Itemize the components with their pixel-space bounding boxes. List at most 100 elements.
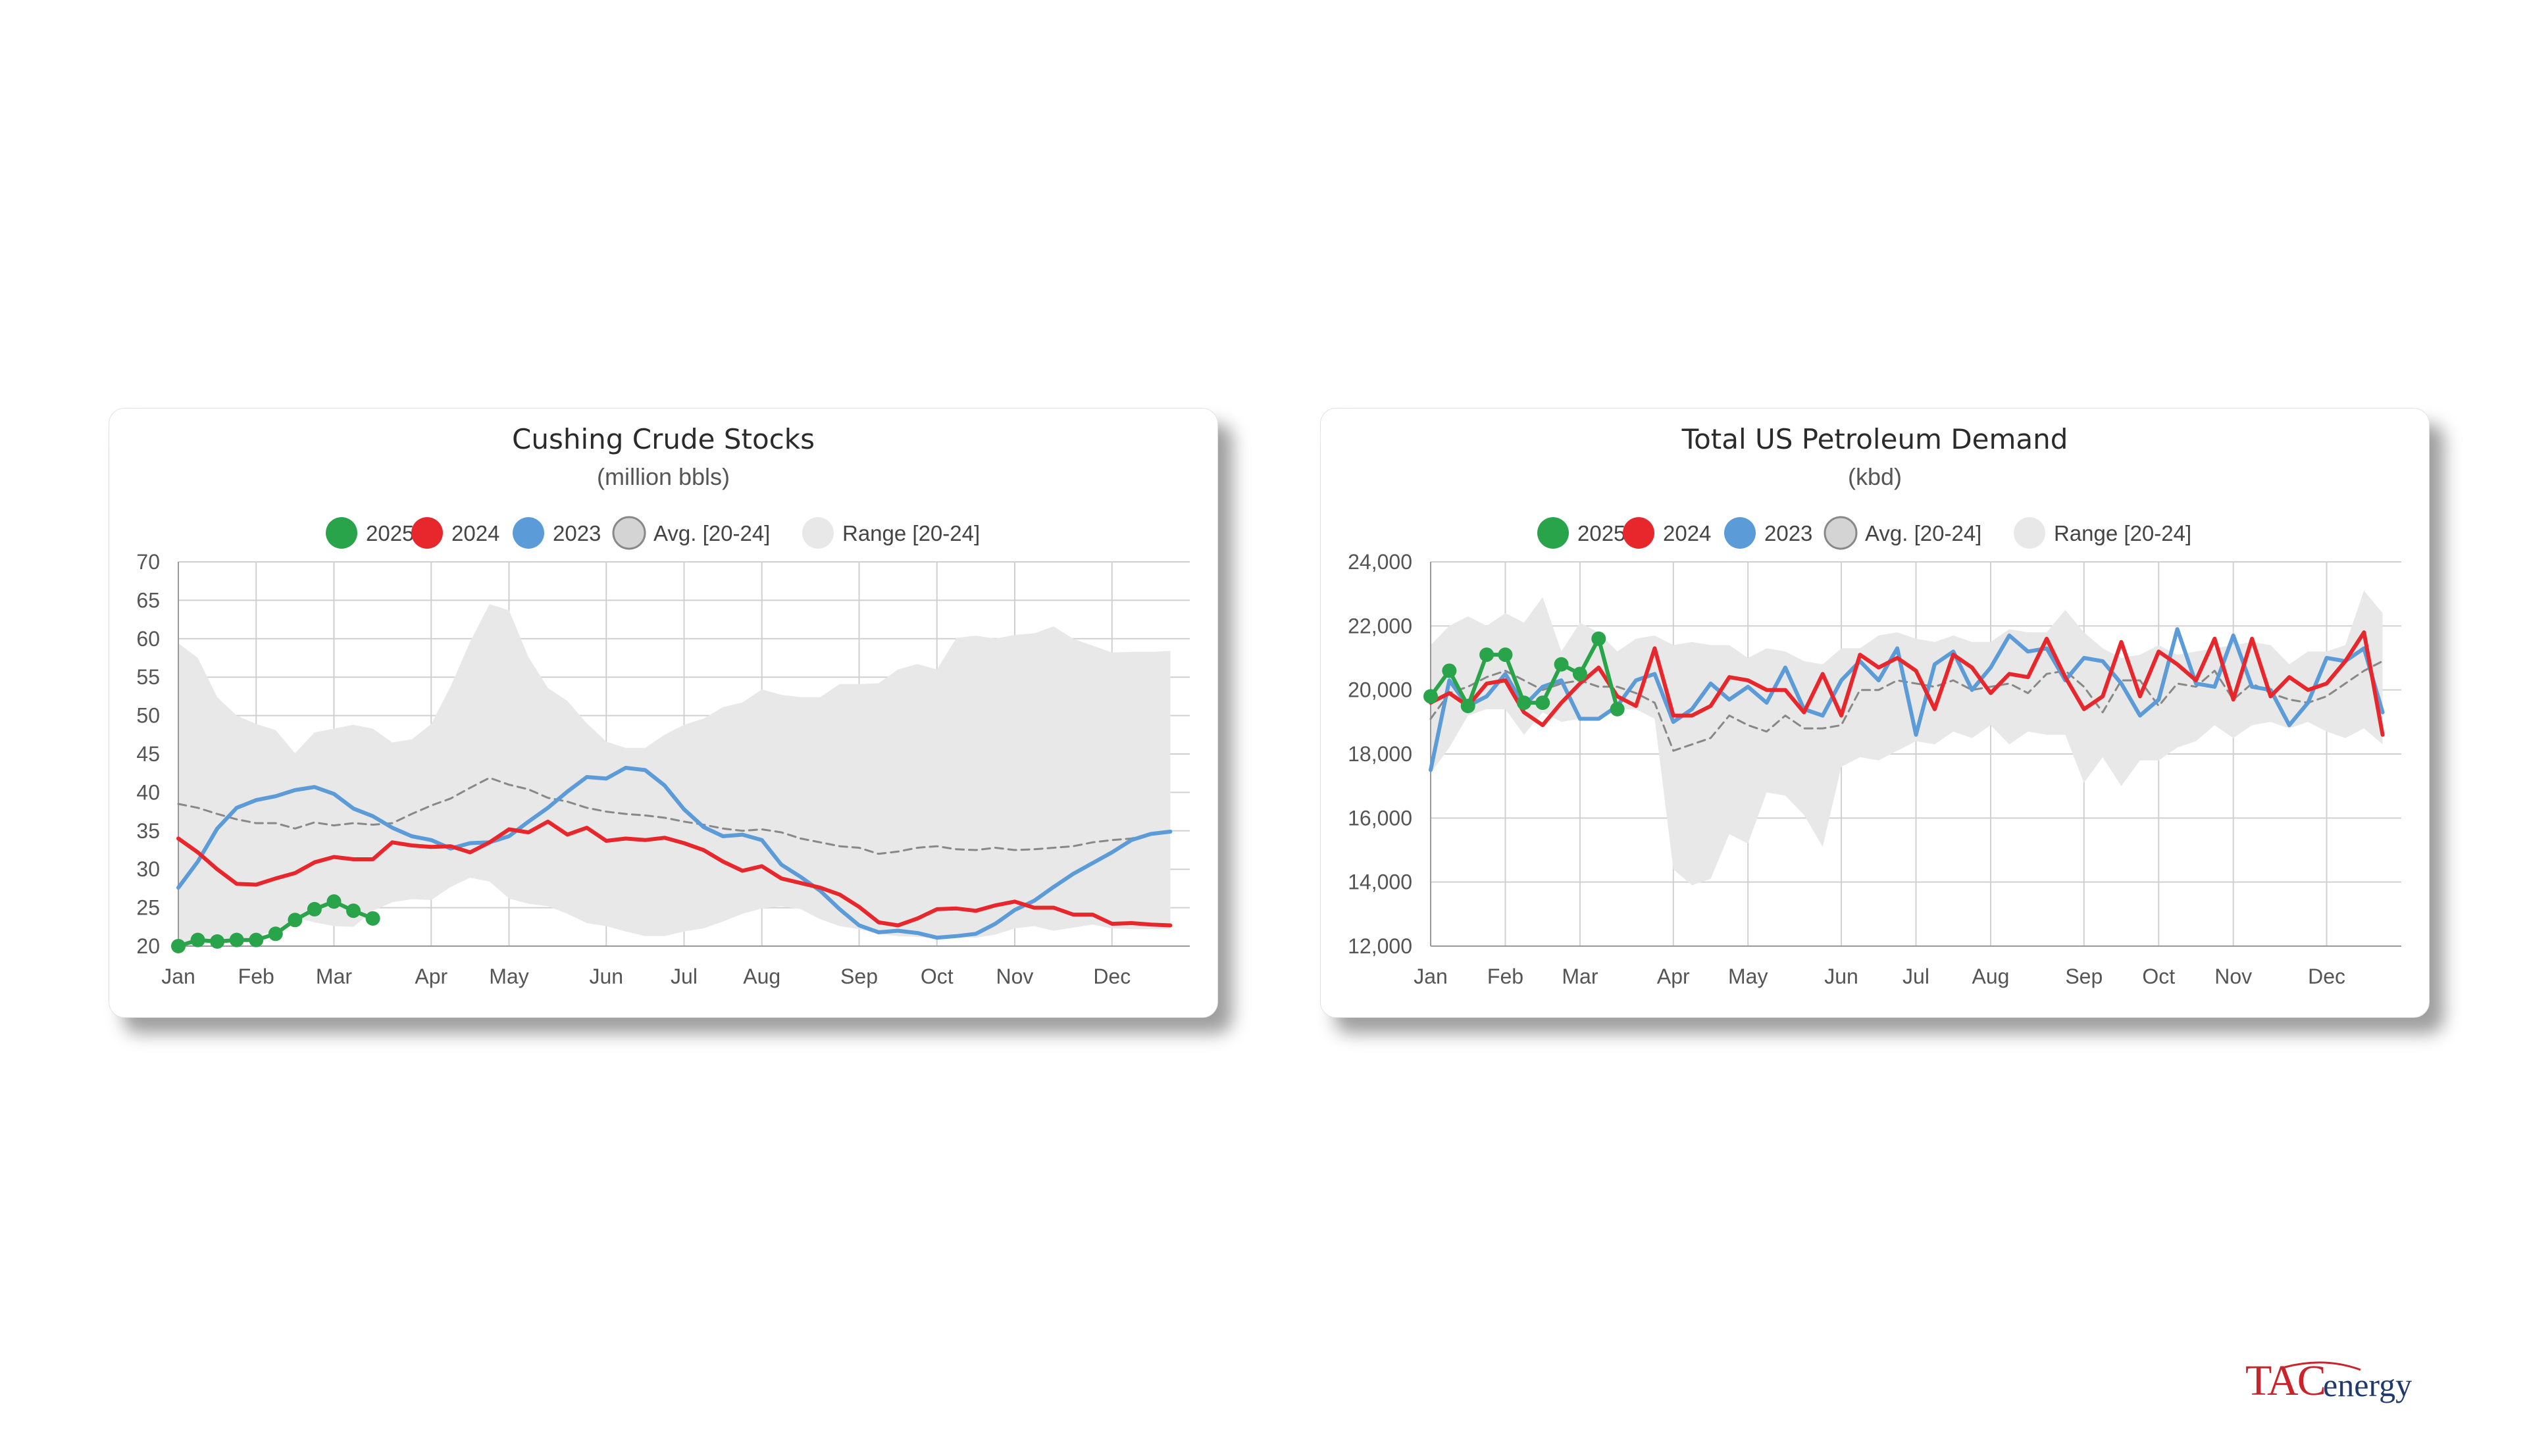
x-tick-label: Jul (671, 965, 698, 988)
range-band (178, 604, 1171, 946)
series-point-2025 (1591, 631, 1606, 646)
series-point-2025 (1554, 657, 1569, 672)
x-tick-label: Dec (2308, 965, 2345, 988)
series-point-2025 (1498, 647, 1513, 663)
chart-title: Cushing Crude Stocks (512, 423, 815, 455)
legend-swatch-range-20-24[interactable] (802, 517, 834, 549)
y-tick-label: 25 (136, 896, 160, 920)
series-line-avg-20-24 (177, 776, 1171, 855)
series-point-2025 (190, 932, 205, 947)
x-tick-label: Aug (743, 965, 780, 988)
y-tick-label: 12,000 (1348, 934, 1412, 958)
x-tick-label: Oct (921, 965, 954, 988)
y-tick-label: 20,000 (1348, 678, 1412, 702)
series-point-2025 (1516, 695, 1531, 711)
series-point-2025 (171, 939, 186, 953)
legend-swatch-2024[interactable] (411, 517, 443, 549)
logo-energy-text: energy (2323, 1367, 2412, 1403)
legend-label-2025[interactable]: 2025 (366, 521, 414, 545)
series-point-2025 (268, 926, 283, 941)
chart-legend[interactable]: 2025 2024 2023 Avg. [20-24] Range [20-24] (1537, 516, 2191, 550)
demand-chart-card: Total US Petroleum Demand (kbd) 2025 2024… (1320, 408, 2430, 1018)
legend-label-2024[interactable]: 2024 (1663, 521, 1711, 545)
logo-tac-text: TAC (2245, 1357, 2325, 1405)
legend-swatch-2024[interactable] (1623, 517, 1654, 549)
chart-subtitle: (million bbls) (597, 463, 730, 490)
x-tick-label: Nov (2214, 965, 2252, 988)
series-line-avg-20-24 (1429, 660, 2384, 752)
x-tick-label: Mar (316, 965, 352, 988)
plot-area: 12,000 14,000 16,000 18,000 20,000 22,000 24,0… (1348, 550, 2401, 988)
y-tick-label: 40 (136, 780, 160, 804)
series-point-2025 (307, 901, 322, 916)
legend-label-range-20-24[interactable]: Range [20-24] (842, 521, 980, 545)
series-point-2025 (1572, 666, 1587, 682)
series-line-2023 (1429, 627, 2385, 772)
series-point-2025 (1535, 695, 1550, 711)
y-tick-label: 16,000 (1348, 806, 1412, 830)
legend-swatch-2025[interactable] (326, 517, 357, 549)
y-tick-label: 20 (136, 934, 160, 958)
series-line-2024 (1429, 630, 2385, 737)
y-tick-label: 14,000 (1348, 870, 1412, 894)
y-tick-label: 35 (136, 819, 160, 843)
x-tick-label: Sep (2065, 965, 2103, 988)
legend-swatch-avg-20-24[interactable] (1824, 516, 1858, 550)
legend-swatch-2025[interactable] (1537, 517, 1569, 549)
x-tick-label: Aug (1972, 965, 2009, 988)
legend-swatch-2023[interactable] (1724, 517, 1756, 549)
x-tick-label: Jun (589, 965, 623, 988)
chart-legend[interactable]: 2025 2024 2023 Avg. [20-24] Range [20-24] (326, 516, 980, 550)
x-tick-label: Apr (415, 965, 447, 988)
series-line-2024 (176, 819, 1173, 928)
series-point-2025 (346, 903, 361, 918)
legend-label-2023[interactable]: 2023 (553, 521, 601, 545)
y-tick-label: 45 (136, 742, 160, 766)
series-point-2025 (1610, 701, 1625, 716)
range-band (1431, 590, 2383, 886)
legend-label-2023[interactable]: 2023 (1764, 521, 1812, 545)
x-tick-label: Oct (2142, 965, 2175, 988)
y-tick-label: 50 (136, 704, 160, 728)
y-tick-label: 18,000 (1348, 742, 1412, 766)
x-tick-label: Jun (1824, 965, 1858, 988)
cushing-chart-svg: Cushing Crude Stocks (million bbls) 2025… (136, 423, 1190, 988)
chart-title: Total US Petroleum Demand (1681, 423, 2068, 455)
x-tick-label: Sep (840, 965, 878, 988)
legend-label-2025[interactable]: 2025 (1577, 521, 1625, 545)
cushing-chart-card: Cushing Crude Stocks (million bbls) 2025… (109, 408, 1218, 1018)
series-point-2025 (1423, 689, 1438, 704)
y-tick-label: 24,000 (1348, 550, 1412, 574)
legend-label-avg-20-24[interactable]: Avg. [20-24] (653, 521, 770, 545)
x-tick-label: Jul (1902, 965, 1929, 988)
y-tick-label: 55 (136, 665, 160, 689)
logo-swoosh (2284, 1361, 2361, 1371)
series-point-2025 (210, 934, 225, 949)
series-line-2023 (176, 766, 1173, 940)
legend-label-avg-20-24[interactable]: Avg. [20-24] (1865, 521, 1981, 545)
x-tick-label: Mar (1562, 965, 1598, 988)
series-point-2025 (229, 932, 244, 947)
legend-swatch-range-20-24[interactable] (2014, 517, 2045, 549)
legend-swatch-avg-20-24[interactable] (612, 516, 646, 550)
tac-energy-logo: TAC energy (2245, 1357, 2412, 1405)
series-point-2025 (1460, 699, 1475, 713)
chart-subtitle: (kbd) (1848, 463, 1902, 490)
x-tick-label: Feb (1487, 965, 1523, 988)
series-point-2025 (288, 913, 303, 928)
y-tick-label: 22,000 (1348, 614, 1412, 638)
legend-swatch-2023[interactable] (513, 517, 544, 549)
series-point-2025 (1479, 647, 1494, 663)
legend-label-range-20-24[interactable]: Range [20-24] (2054, 521, 2191, 545)
x-tick-label: Nov (996, 965, 1034, 988)
legend-label-2024[interactable]: 2024 (451, 521, 499, 545)
x-tick-label: Apr (1657, 965, 1690, 988)
x-tick-label: Feb (238, 965, 274, 988)
x-tick-label: Dec (1093, 965, 1131, 988)
plot-area: 20 25 30 35 40 45 50 55 60 65 70 Jan Feb Mar Apr May Jun… (136, 550, 1190, 988)
y-tick-label: 60 (136, 627, 160, 651)
demand-chart-svg: Total US Petroleum Demand (kbd) 2025 2024… (1348, 423, 2401, 988)
series-point-2025 (365, 911, 380, 926)
x-tick-label: May (1728, 965, 1768, 988)
series-point-2025 (1442, 663, 1457, 678)
